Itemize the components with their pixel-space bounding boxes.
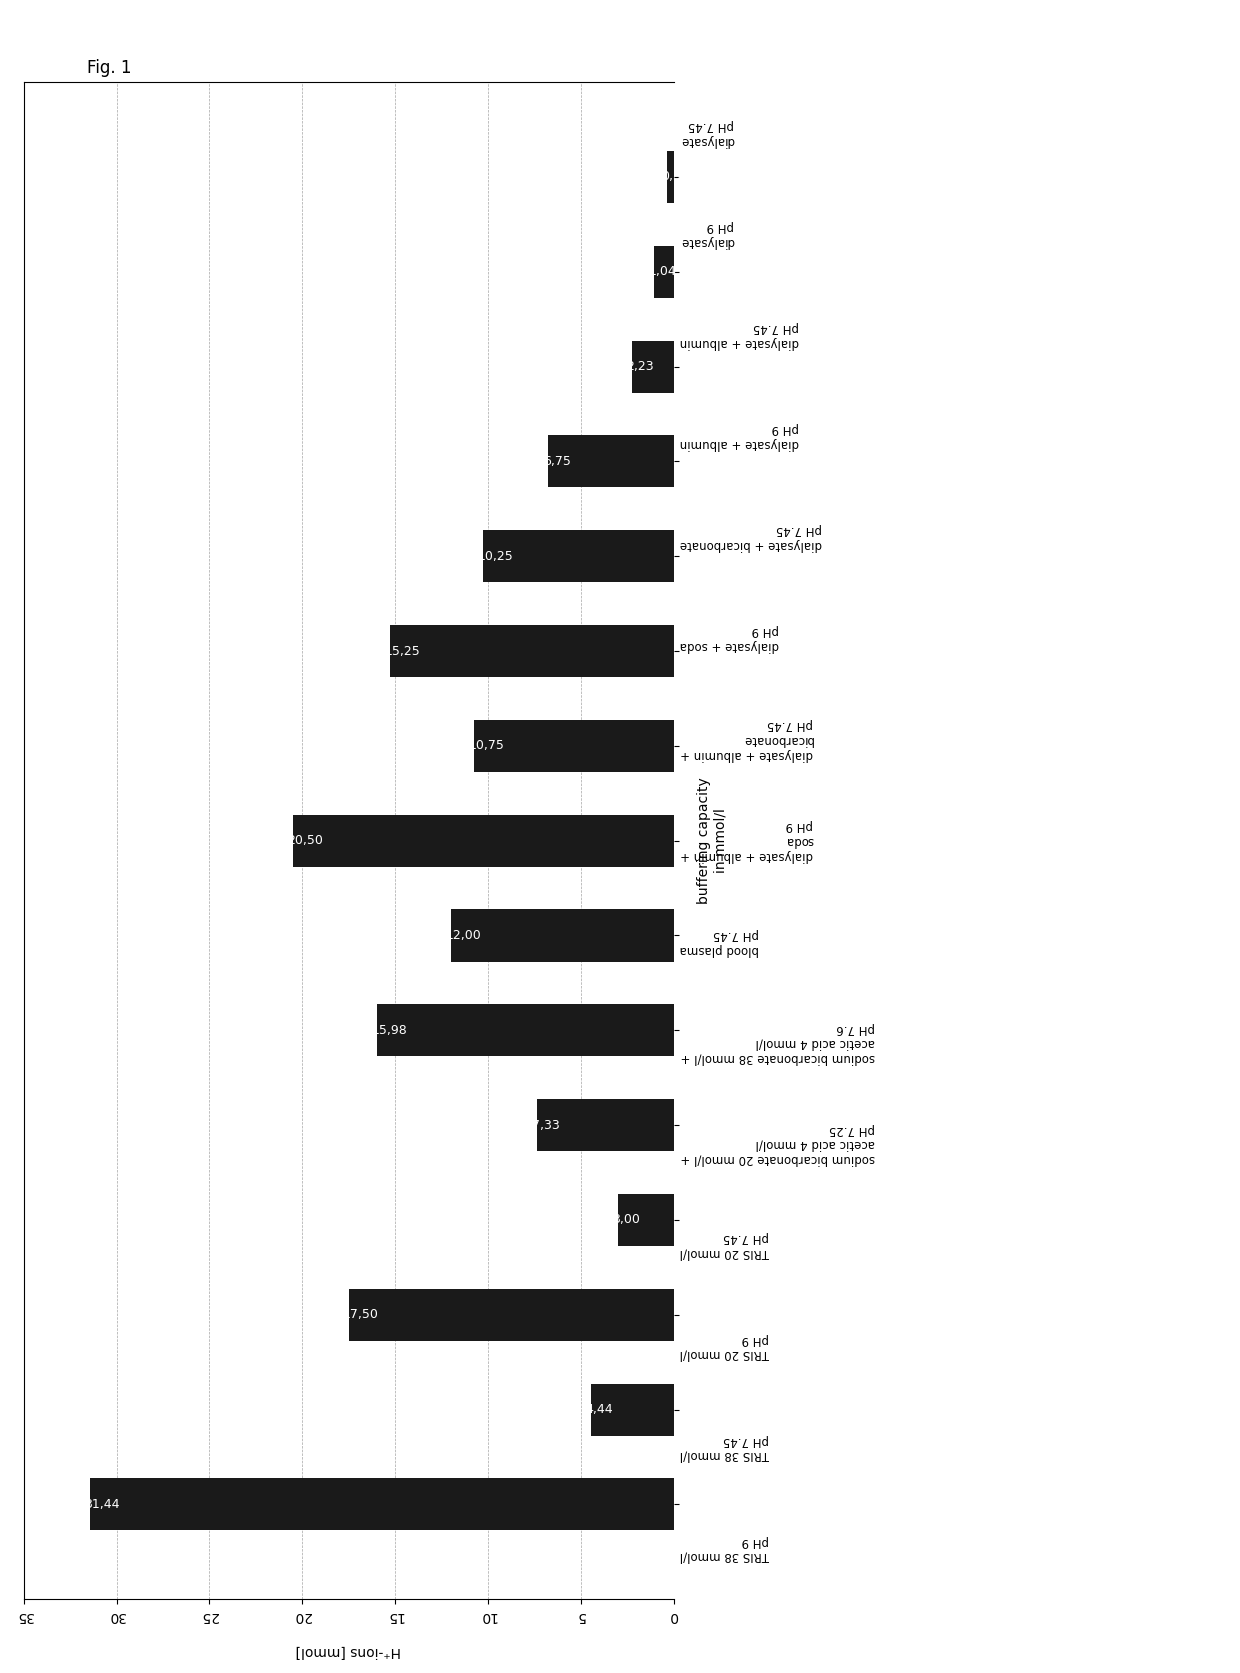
Text: 17,50: 17,50 <box>343 1308 379 1322</box>
Bar <box>377 1004 673 1056</box>
Text: TRIS 38 mmol/l
pH 7.45: TRIS 38 mmol/l pH 7.45 <box>680 1434 769 1462</box>
Text: dialysate + bicarbonate
pH 7.45: dialysate + bicarbonate pH 7.45 <box>680 524 822 550</box>
Text: Fig. 1: Fig. 1 <box>87 59 131 77</box>
Text: dialysate + albumin +
soda
pH 9: dialysate + albumin + soda pH 9 <box>680 820 813 862</box>
Text: 7,33: 7,33 <box>532 1119 559 1131</box>
Bar <box>618 1195 673 1246</box>
Bar <box>391 626 673 678</box>
Text: blood plasma
pH 7.45: blood plasma pH 7.45 <box>680 929 759 955</box>
Text: 6,75: 6,75 <box>543 455 570 468</box>
Text: 10,25: 10,25 <box>477 550 513 562</box>
Text: 12,00: 12,00 <box>445 929 481 942</box>
Text: dialysate
pH 7.45: dialysate pH 7.45 <box>680 119 734 147</box>
Bar <box>89 1479 673 1531</box>
Text: 4,44: 4,44 <box>585 1404 614 1415</box>
Text: TRIS 20 mmol/l
pH 9: TRIS 20 mmol/l pH 9 <box>680 1332 770 1360</box>
Text: 0,36: 0,36 <box>661 171 689 184</box>
Bar <box>667 151 673 202</box>
Text: 2,23: 2,23 <box>626 360 655 373</box>
Text: dialysate + albumin
pH 9: dialysate + albumin pH 9 <box>680 422 800 450</box>
Text: TRIS 38 mmol/l
pH 9: TRIS 38 mmol/l pH 9 <box>680 1534 769 1563</box>
Bar <box>484 530 673 582</box>
Bar <box>537 1099 673 1151</box>
Bar <box>293 815 673 867</box>
Text: 15,25: 15,25 <box>384 644 420 657</box>
Text: 15,98: 15,98 <box>371 1024 407 1037</box>
Text: 3,00: 3,00 <box>613 1213 640 1226</box>
X-axis label: H⁺-ions [mmol]: H⁺-ions [mmol] <box>296 1645 402 1658</box>
Bar <box>474 719 673 771</box>
Text: 31,44: 31,44 <box>84 1497 120 1511</box>
Bar <box>548 435 673 487</box>
Text: 1,04: 1,04 <box>649 266 677 278</box>
Text: 20,50: 20,50 <box>288 835 324 847</box>
Text: 10,75: 10,75 <box>469 739 505 753</box>
Text: dialysate + albumin +
bicarbonate
pH 7.45: dialysate + albumin + bicarbonate pH 7.4… <box>680 718 813 761</box>
Text: sodium bicarbonate 38 mmol/l +
acetic acid 4 mmol/l
pH 7.6: sodium bicarbonate 38 mmol/l + acetic ac… <box>680 1022 874 1064</box>
Text: TRIS 20 mmol/l
pH 7.45: TRIS 20 mmol/l pH 7.45 <box>680 1231 770 1260</box>
Y-axis label: buffering capacity
in mmol/l: buffering capacity in mmol/l <box>697 778 728 903</box>
Bar <box>655 246 673 298</box>
Bar <box>348 1288 673 1340</box>
Text: dialysate
pH 9: dialysate pH 9 <box>680 219 734 248</box>
Text: dialysate + albumin
pH 7.45: dialysate + albumin pH 7.45 <box>680 321 800 350</box>
Text: dialysate + soda
pH 9: dialysate + soda pH 9 <box>680 624 779 652</box>
Bar <box>591 1384 673 1435</box>
Bar <box>632 341 673 393</box>
Bar <box>451 910 673 962</box>
Text: sodium bicarbonate 20 mmol/l +
acetic acid 4 mmol/l
pH 7.25: sodium bicarbonate 20 mmol/l + acetic ac… <box>680 1123 874 1166</box>
